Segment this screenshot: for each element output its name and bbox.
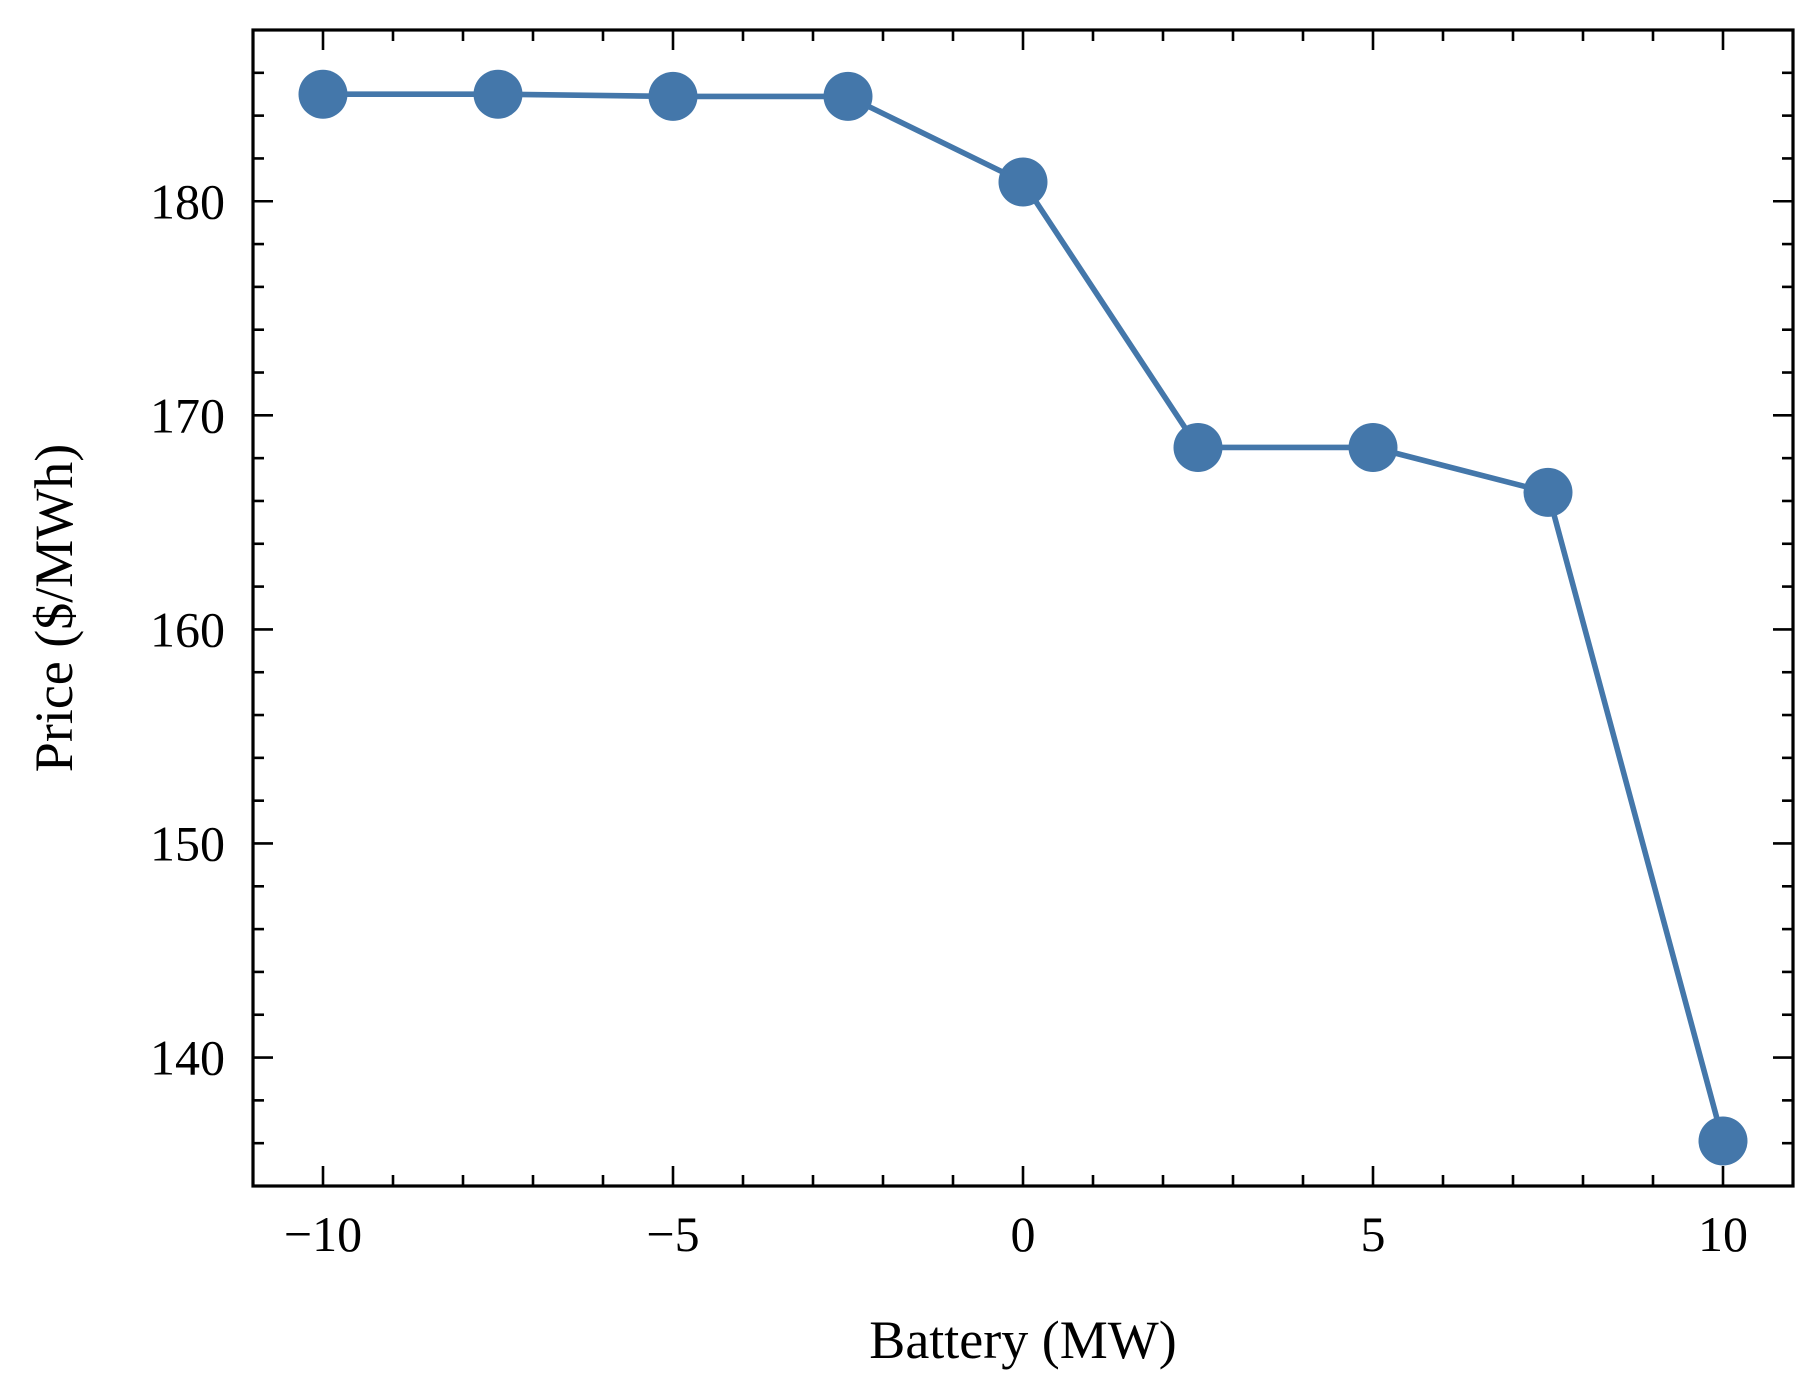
y-tick-label: 140 xyxy=(150,1030,225,1086)
data-point xyxy=(1173,422,1223,472)
data-point xyxy=(1348,422,1398,472)
plot-frame xyxy=(251,28,1795,1188)
y-axis: 140 150 160 170 180 xyxy=(150,28,1793,1188)
x-tick-label: 5 xyxy=(1361,1206,1386,1262)
series-line xyxy=(320,91,1726,1144)
data-point xyxy=(1523,467,1573,517)
x-axis-label: Battery (MW) xyxy=(869,1310,1176,1370)
series xyxy=(298,69,1748,1166)
y-tick-label: 150 xyxy=(150,815,225,871)
x-axis: −10 −5 0 5 10 xyxy=(251,30,1795,1262)
y-tick-label: 170 xyxy=(150,387,225,443)
data-point xyxy=(298,69,348,119)
x-tick-label: −5 xyxy=(646,1206,699,1262)
y-tick-label: 180 xyxy=(150,173,225,229)
data-point xyxy=(473,69,523,119)
data-point xyxy=(998,157,1048,207)
y-tick-label: 160 xyxy=(150,601,225,657)
y-axis-label: Price ($/MWh) xyxy=(24,444,84,772)
x-tick-label: −10 xyxy=(284,1206,362,1262)
x-tick-label: 10 xyxy=(1698,1206,1748,1262)
x-tick-label: 0 xyxy=(1011,1206,1036,1262)
data-point xyxy=(823,71,873,121)
data-point xyxy=(648,71,698,121)
data-point xyxy=(1698,1116,1748,1166)
